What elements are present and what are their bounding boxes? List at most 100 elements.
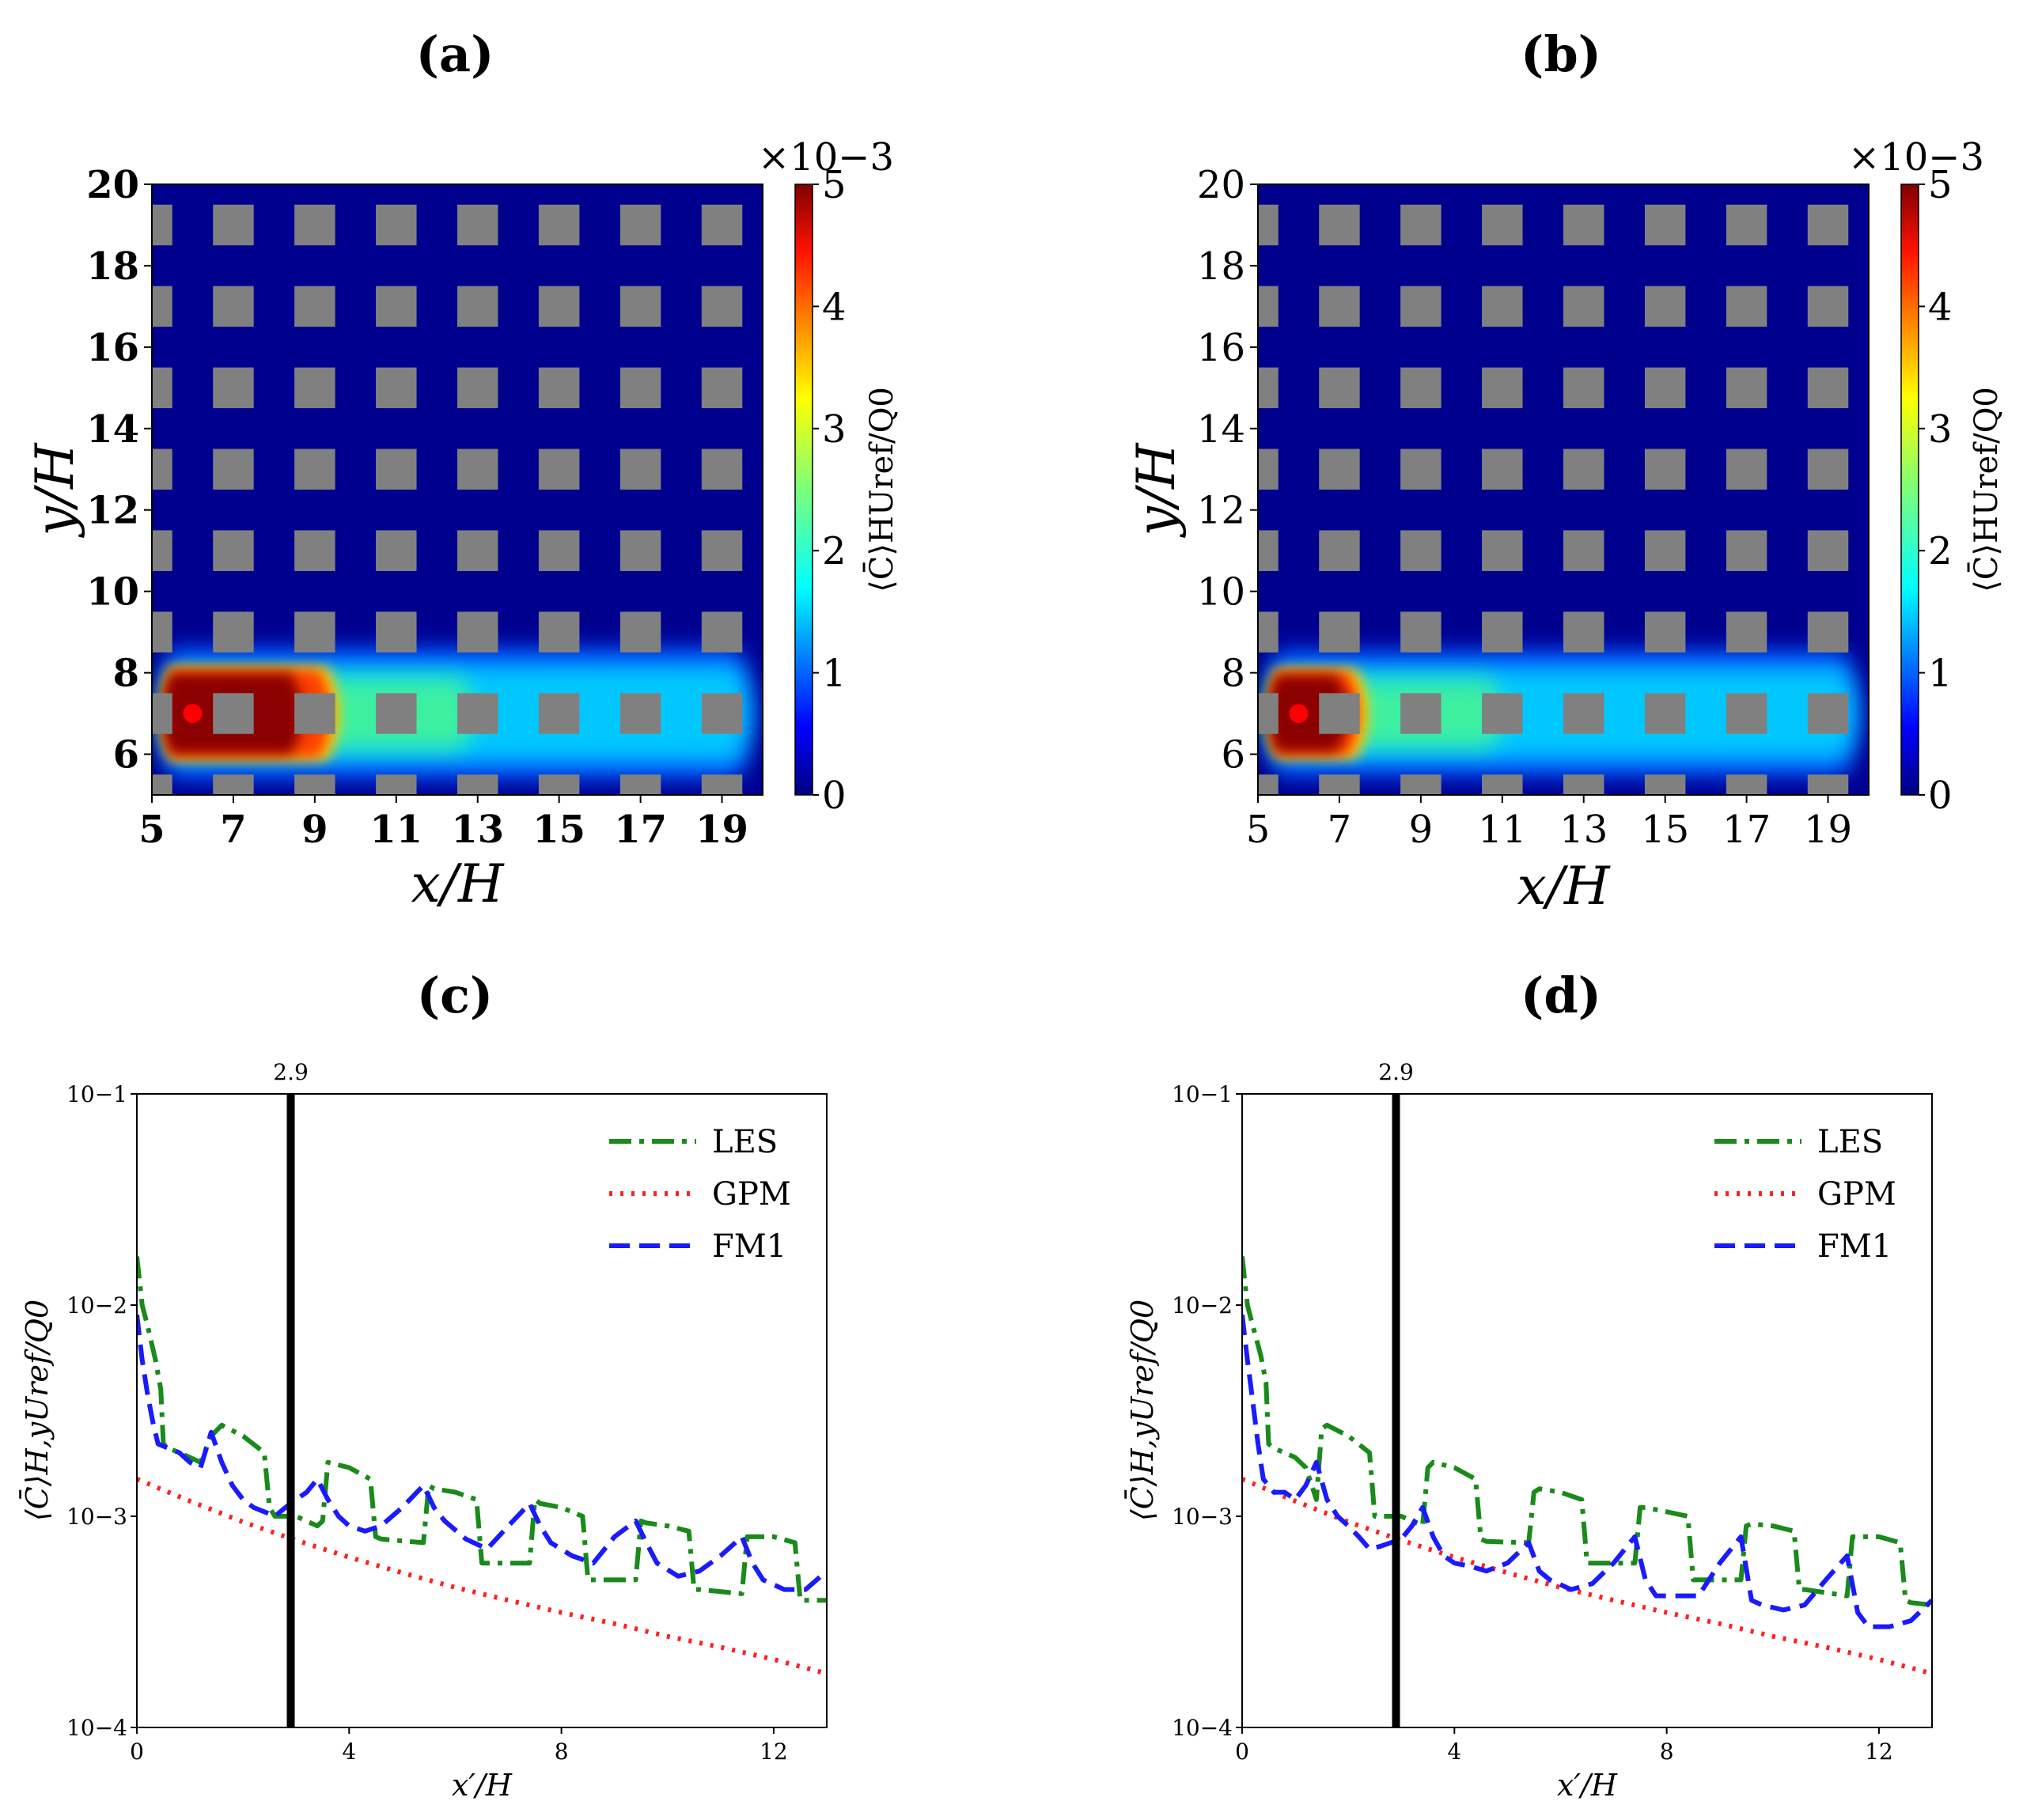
- building: [1807, 448, 1849, 490]
- x-tick-label: 0: [1235, 1739, 1249, 1765]
- building: [1319, 204, 1360, 246]
- building: [1482, 286, 1523, 327]
- x-tick-label: 17: [614, 808, 667, 852]
- y-axis-label-c: ⟨C̄⟩H,yUref/Q0: [20, 1300, 55, 1521]
- colorbar-tick-label: 5: [822, 163, 847, 207]
- line-panel-d: 2.9 0 4 8 12 10−4 10−3 10−2 10−1 x′/H ⟨C̄⟩H,yUre…: [1125, 1059, 1933, 1803]
- building: [1482, 693, 1523, 734]
- building: [213, 367, 254, 409]
- building: [1319, 367, 1360, 409]
- building: [457, 286, 498, 327]
- building: [1644, 204, 1686, 246]
- x-tick-label: 12: [1865, 1739, 1893, 1765]
- building: [152, 530, 172, 571]
- colorbar-tick-label: 1: [1928, 652, 1953, 696]
- building: [213, 693, 254, 734]
- building: [1807, 611, 1849, 653]
- building: [701, 204, 743, 246]
- building: [1258, 367, 1279, 409]
- building: [376, 530, 417, 571]
- legend-label-gpm: GPM: [712, 1176, 791, 1213]
- y-tick-label: 10: [86, 570, 139, 615]
- building: [1726, 448, 1767, 490]
- building: [1807, 286, 1849, 327]
- building: [1258, 204, 1279, 246]
- building: [1807, 204, 1849, 246]
- building: [701, 286, 743, 327]
- building: [1400, 611, 1441, 653]
- legend-label-les: LES: [712, 1124, 778, 1160]
- x-tick-label: 4: [342, 1739, 356, 1765]
- line-panel-c: 2.9 0 4 8 12 10−4 10−3 10−2 10−1 x′/H ⟨C̄⟩H,yUre…: [20, 1059, 828, 1803]
- building: [294, 611, 335, 653]
- building: [701, 367, 743, 409]
- building: [1644, 611, 1686, 653]
- x-tick-label: 13: [1559, 808, 1608, 852]
- y-tick-label: 18: [1197, 244, 1245, 289]
- building: [1400, 367, 1441, 409]
- axes-frame-a: [151, 184, 763, 796]
- building: [1258, 286, 1279, 327]
- building: [376, 448, 417, 490]
- y-tick-label: 18: [86, 244, 139, 289]
- y-tick-label: 10−3: [1172, 1504, 1233, 1530]
- building: [213, 530, 254, 571]
- plume-b: [1268, 650, 1857, 777]
- y-tick-label: 8: [113, 652, 139, 696]
- y-tick-label: 10: [1197, 570, 1245, 615]
- building: [376, 286, 417, 327]
- building: [1726, 204, 1767, 246]
- y-tick-label: 12: [86, 489, 139, 533]
- building: [213, 448, 254, 490]
- building: [1644, 286, 1686, 327]
- building: [1726, 530, 1767, 571]
- colorbar-tick-label: 4: [822, 285, 847, 329]
- y-tick-label: 20: [1197, 163, 1245, 207]
- building: [294, 367, 335, 409]
- x-tick-label: 9: [301, 808, 328, 852]
- building: [701, 774, 743, 795]
- building: [1258, 448, 1279, 490]
- building: [294, 530, 335, 571]
- building: [538, 286, 580, 327]
- building: [457, 367, 498, 409]
- panel-label-a: (a): [416, 25, 494, 83]
- building: [1482, 774, 1523, 795]
- y-tick-label: 20: [86, 163, 139, 207]
- y-tick-label: 16: [86, 326, 139, 370]
- building: [213, 286, 254, 327]
- building: [1563, 530, 1604, 571]
- building: [1726, 774, 1767, 795]
- building: [1563, 693, 1604, 734]
- building: [457, 530, 498, 571]
- building: [1563, 774, 1604, 795]
- y-tick-label: 12: [1197, 489, 1245, 533]
- x-tick-label: 11: [1478, 808, 1526, 852]
- series-line-les: [1242, 1256, 1932, 1608]
- colorbar-tick-label: 0: [1928, 774, 1953, 818]
- building: [457, 448, 498, 490]
- building: [619, 530, 661, 571]
- colorbar-multiplier-b: ×10−3: [1848, 135, 1984, 180]
- y-axis-label-b: y/H: [1126, 442, 1187, 539]
- series-line-gpm: [137, 1477, 827, 1676]
- x-tick-label: 5: [1246, 808, 1271, 852]
- colorbar-label-b: ⟨C̄⟩HUref/Q0: [1968, 387, 2005, 592]
- vertical-marker-label: 2.9: [273, 1059, 309, 1085]
- building: [376, 611, 417, 653]
- building: [1644, 367, 1686, 409]
- building: [1258, 774, 1279, 795]
- colorbar-tick-label: 4: [1928, 285, 1953, 329]
- legend-label-fm1: FM1: [712, 1228, 786, 1265]
- building: [376, 367, 417, 409]
- legend-label-gpm: GPM: [1817, 1176, 1896, 1213]
- colorbar-tick-label: 5: [1928, 163, 1953, 207]
- building: [701, 693, 743, 734]
- building: [1319, 693, 1360, 734]
- building: [294, 693, 335, 734]
- building: [1726, 611, 1767, 653]
- building: [1482, 367, 1523, 409]
- building: [619, 204, 661, 246]
- building: [1400, 530, 1441, 571]
- colorbar-tick-label: 1: [822, 652, 847, 696]
